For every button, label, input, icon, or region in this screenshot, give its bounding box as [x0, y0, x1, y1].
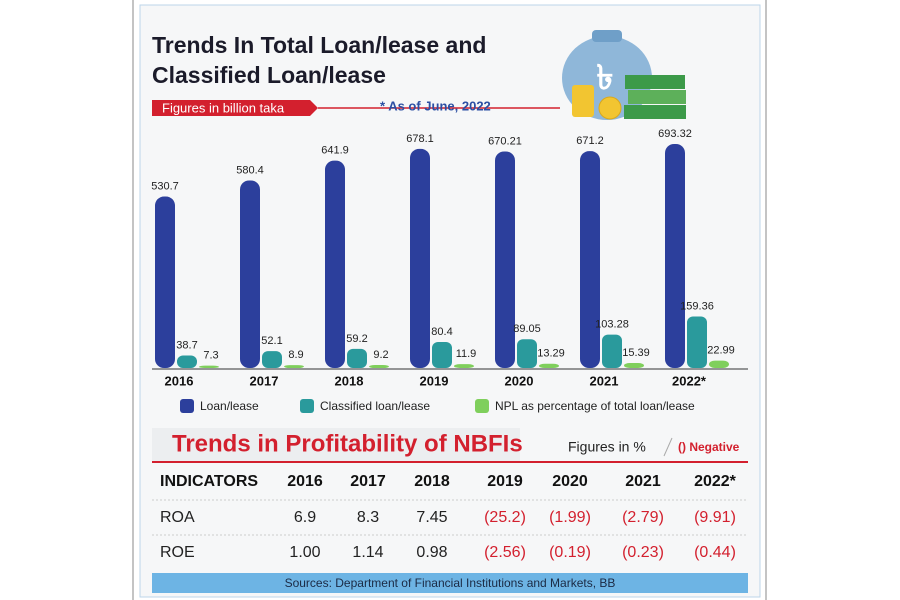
data-label: 9.2 — [373, 349, 388, 361]
data-label: 8.9 — [288, 349, 303, 361]
bar — [369, 365, 389, 368]
bar — [687, 316, 707, 368]
x-tick-label: 2017 — [250, 373, 279, 388]
table-header: INDICATORS — [160, 473, 258, 490]
bar — [665, 144, 685, 368]
bar — [580, 151, 600, 368]
legend-swatch — [475, 399, 489, 413]
data-label: 678.1 — [406, 133, 434, 145]
table-cell: 6.9 — [294, 509, 316, 526]
data-label: 671.2 — [576, 135, 604, 147]
table-cell: 8.3 — [357, 509, 379, 526]
unit-note: Figures in % — [568, 439, 646, 455]
legend-label: NPL as percentage of total loan/lease — [495, 399, 695, 413]
table-cell: (2.56) — [484, 544, 526, 561]
legend-swatch — [300, 399, 314, 413]
x-tick-label: 2016 — [165, 373, 194, 388]
subtitle: Figures in billion taka — [162, 100, 285, 115]
note: * As of June, 2022 — [380, 98, 491, 113]
table-cell: (2.79) — [622, 509, 664, 526]
table-title-bg — [152, 428, 520, 462]
bar — [240, 180, 260, 368]
table-header: 2016 — [287, 473, 323, 490]
bar — [410, 148, 430, 368]
chart-title: Trends In Total Loan/lease and Classifie… — [152, 32, 487, 88]
table-header: 2019 — [487, 473, 523, 490]
data-label: 52.1 — [261, 335, 282, 347]
data-label: 7.3 — [203, 350, 218, 362]
x-tick-label: 2020 — [505, 373, 534, 388]
table-header: 2022* — [694, 473, 737, 490]
x-tick-label: 2022* — [672, 373, 707, 388]
table-cell: (0.23) — [622, 544, 664, 561]
legend-label: Loan/lease — [200, 399, 259, 413]
bar — [709, 360, 729, 368]
data-label: 22.99 — [707, 344, 735, 356]
data-label: 38.7 — [176, 339, 197, 351]
table-cell: (9.91) — [694, 509, 736, 526]
data-label: 89.05 — [513, 323, 541, 335]
data-label: 80.4 — [431, 326, 452, 338]
table-cell: 1.14 — [352, 544, 383, 561]
table-header: 2021 — [625, 473, 661, 490]
table-cell: (0.44) — [694, 544, 736, 561]
table-header: 2017 — [350, 473, 386, 490]
money-icon: ৳ — [562, 30, 686, 120]
bar — [539, 363, 559, 368]
data-label: 159.36 — [680, 300, 714, 312]
subtitle-ribbon — [152, 100, 318, 116]
table-cell: ROE — [160, 544, 195, 561]
bar — [624, 363, 644, 368]
x-tick-label: 2019 — [420, 373, 449, 388]
footer-bg — [152, 573, 748, 593]
bar — [284, 365, 304, 368]
table-header: 2018 — [414, 473, 450, 490]
table-cell: (1.99) — [549, 509, 591, 526]
source: Sources: Department of Financial Institu… — [285, 576, 616, 590]
svg-text:৳: ৳ — [597, 59, 614, 97]
data-label: 641.9 — [321, 145, 349, 157]
data-label: 59.2 — [346, 333, 367, 345]
x-tick-label: 2018 — [335, 373, 364, 388]
bar — [199, 365, 219, 368]
bar — [495, 151, 515, 368]
note-divider — [663, 437, 673, 457]
legend-label: Classified loan/lease — [320, 399, 430, 413]
bar — [155, 196, 175, 368]
bar — [454, 364, 474, 368]
data-label: 670.21 — [488, 135, 522, 147]
table-header: 2020 — [552, 473, 588, 490]
table-cell: 1.00 — [289, 544, 320, 561]
bar — [517, 339, 537, 368]
data-label: 580.4 — [236, 164, 264, 176]
bar — [347, 348, 367, 368]
data-label: 13.29 — [537, 348, 565, 360]
legend-swatch — [180, 399, 194, 413]
table-cell: 7.45 — [416, 509, 447, 526]
bar — [432, 342, 452, 368]
data-label: 693.32 — [658, 128, 692, 140]
table-cell: (25.2) — [484, 509, 526, 526]
bar — [177, 355, 197, 368]
bar — [325, 160, 345, 368]
data-label: 15.39 — [622, 347, 650, 359]
table-title: Trends in Profitability of NBFIs — [172, 430, 523, 457]
x-tick-label: 2021 — [590, 373, 619, 388]
bar — [602, 334, 622, 368]
bar — [262, 351, 282, 368]
table-cell: 0.98 — [416, 544, 447, 561]
data-label: 530.7 — [151, 180, 179, 192]
negative-note: () Negative — [678, 440, 740, 454]
data-label: 11.9 — [456, 348, 477, 360]
table-cell: ROA — [160, 509, 195, 526]
data-label: 103.28 — [595, 319, 629, 331]
table-cell: (0.19) — [549, 544, 591, 561]
